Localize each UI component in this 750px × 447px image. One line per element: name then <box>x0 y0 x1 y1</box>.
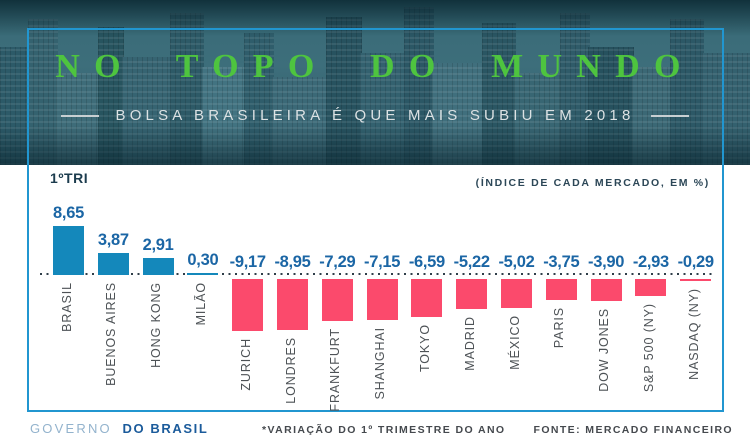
bar-category-label: MADRID <box>462 315 477 371</box>
brand-light-text: GOVERNO <box>30 421 112 436</box>
brand-bold-text: DO BRASIL <box>122 421 209 436</box>
bar-value: -8,95 <box>274 253 311 271</box>
bar-value: -0,29 <box>677 253 714 271</box>
unit-note: (ÍNDICE DE CADA MERCADO, EM %) <box>475 177 710 189</box>
bar-value: -5,02 <box>498 253 535 271</box>
bar-category-label: LONDRES <box>283 337 298 404</box>
bar-value: -7,15 <box>364 253 401 271</box>
bar-category-label: FRANKFURT <box>328 327 343 412</box>
bar-value: -3,75 <box>543 253 580 271</box>
bar-value: 8,65 <box>53 203 84 222</box>
bar-category-label: PARIS <box>552 307 567 349</box>
bar-value: -6,59 <box>408 253 445 271</box>
bar <box>366 279 398 320</box>
bar-value: 3,87 <box>97 230 129 249</box>
bar-category-label: BRASIL <box>59 282 74 332</box>
bar-value: -5,22 <box>453 253 490 271</box>
bar-category-label: MILÃO <box>193 282 208 326</box>
subtitle-left-dash <box>61 114 100 117</box>
subtitle-row: BOLSA BRASILEIRA É QUE MAIS SUBIU EM 201… <box>0 107 750 124</box>
bar-category-label: DOW JONES <box>597 308 612 393</box>
bar <box>635 279 667 296</box>
bar-category-label: MÉXICO <box>507 314 522 370</box>
bar-value: 0,30 <box>187 251 219 269</box>
bar-category-label: TOKYO <box>417 323 432 372</box>
government-brand: GOVERNO DO BRASIL <box>30 421 208 436</box>
bar-value: -3,90 <box>588 253 625 271</box>
source-text: FONTE: MERCADO FINANCEIRO <box>533 424 733 436</box>
bar <box>232 279 264 332</box>
subtitle-right-dash <box>650 114 689 117</box>
bar <box>277 279 308 330</box>
bar-category-label: ZURICH <box>238 338 253 391</box>
bar <box>456 279 488 309</box>
period-label: 1ºTRI <box>50 170 89 186</box>
bar <box>187 273 219 275</box>
bar-category-label: HONG KONG <box>149 282 164 368</box>
infographic-subtitle: BOLSA BRASILEIRA É QUE MAIS SUBIU EM 201… <box>115 107 635 124</box>
bar <box>545 279 577 301</box>
bar <box>321 279 353 321</box>
bar <box>411 279 443 317</box>
credits: *VARIAÇÃO DO 1º TRIMESTRE DO ANO FONTE: … <box>262 424 733 436</box>
bar-category-label: SHANGHAI <box>373 326 388 400</box>
bar <box>53 225 84 275</box>
bar-category-label: BUENOS AIRES <box>104 282 119 386</box>
hero-shade-overlay <box>0 0 750 165</box>
bar <box>97 252 129 275</box>
bar-category-label: NASDAQ (NY) <box>686 288 701 380</box>
bar-value: 2,91 <box>142 236 174 255</box>
bar-category-label: S&P 500 (NY) <box>641 302 656 392</box>
bar <box>590 279 622 302</box>
bar <box>142 258 174 275</box>
bar-value: -9,17 <box>229 253 266 271</box>
bar-value: -2,93 <box>632 253 669 271</box>
infographic-title: NO TOPO DO MUNDO <box>55 48 695 85</box>
bar <box>501 279 532 308</box>
footnote-text: *VARIAÇÃO DO 1º TRIMESTRE DO ANO <box>262 424 506 436</box>
bar <box>680 279 712 281</box>
cityscape-header <box>0 0 750 165</box>
zero-baseline <box>40 273 712 275</box>
bar-value: -7,29 <box>319 253 356 271</box>
